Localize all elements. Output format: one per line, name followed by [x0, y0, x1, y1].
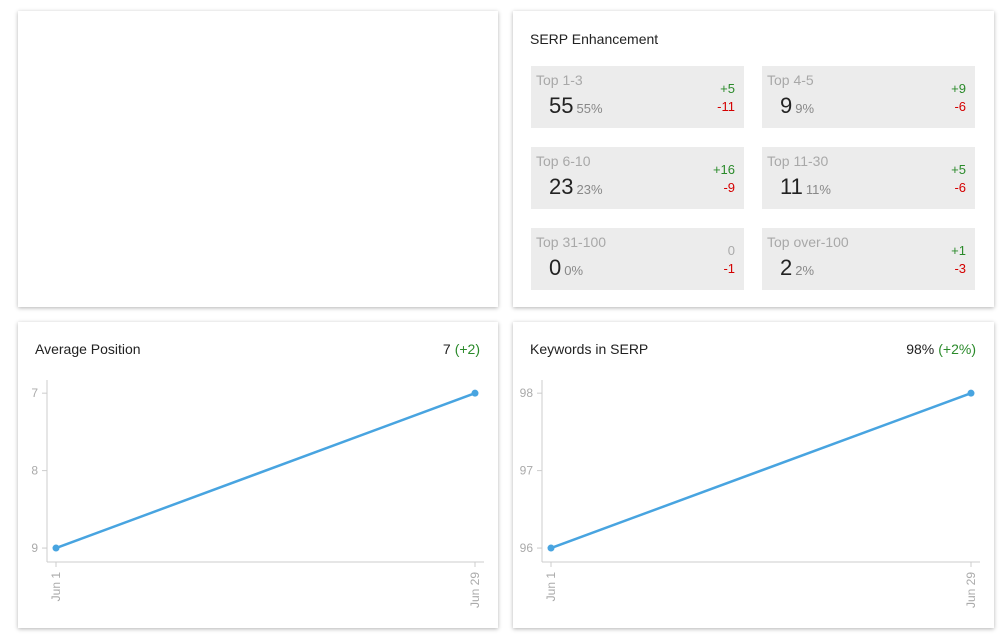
tile-percent: 55%	[576, 101, 603, 116]
chart-title: Average Position	[35, 341, 141, 357]
empty-panel	[18, 11, 498, 307]
line	[550, 391, 972, 550]
y-tick-label: 7	[31, 386, 38, 400]
tile-percent: 23%	[576, 182, 603, 197]
y-tick-label: 9	[31, 541, 38, 555]
tile-count: 9 9%	[780, 93, 814, 119]
count: 0	[549, 255, 562, 280]
count: 2	[780, 255, 793, 280]
tile-loss: -6	[954, 99, 966, 114]
tile-percent: 11%	[805, 182, 831, 197]
y-tick-label: 96	[520, 541, 534, 555]
point	[967, 389, 975, 397]
point	[52, 544, 60, 552]
tile-loss: -6	[954, 180, 966, 195]
headline-value: 98%	[906, 341, 934, 357]
headline: 98% (+2%)	[906, 341, 976, 357]
point	[471, 389, 479, 397]
tile-percent: 2%	[795, 263, 815, 278]
tile-loss: -11	[717, 99, 735, 114]
tile-gain: +9	[951, 81, 966, 96]
serp-tile: Top 31-100 0 0% 0 -1	[531, 228, 744, 290]
x-tick-label: Jun 29	[468, 572, 482, 608]
count: 23	[549, 174, 574, 199]
serp-tile: Top 4-5 9 9% +9 -6	[762, 66, 975, 128]
panel-title: SERP Enhancement	[530, 31, 659, 47]
tile-gain: +5	[951, 162, 966, 177]
x-tick-label: Jun 1	[544, 572, 558, 602]
headline-change: (+2%)	[938, 341, 976, 357]
tile-loss: -1	[723, 261, 735, 276]
tile-label: Top 1-3	[536, 72, 583, 88]
tile-gain: +1	[951, 243, 966, 258]
tile-gain: +5	[720, 81, 735, 96]
tile-loss: -9	[723, 180, 735, 195]
chart-title: Keywords in SERP	[530, 341, 648, 357]
x-tick-label: Jun 29	[964, 572, 978, 608]
tile-label: Top over-100	[767, 234, 849, 250]
line-chart: Keywords in SERP 98% (+2%) 96 97 98 Jun 1 Jun 2…	[520, 341, 980, 608]
tile-count: 2 2%	[780, 255, 814, 281]
chart-panel: Keywords in SERP 98% (+2%) 96 97 98 Jun 1 Jun 2…	[513, 322, 994, 628]
y-tick-label: 8	[31, 464, 38, 478]
tile-percent: 0%	[564, 263, 584, 278]
count: 9	[780, 93, 793, 118]
tile-count: 11 11%	[780, 174, 831, 200]
tile-gain: 0	[727, 243, 735, 258]
serp-tile: Top 1-3 55 55% +5 -11	[531, 66, 744, 128]
serp-panel: SERP Enhancement Top 1-3 55 55% +5 -11 Top 4-…	[513, 11, 994, 307]
count: 11	[780, 174, 803, 199]
x-tick-label: Jun 1	[49, 572, 63, 602]
count: 55	[549, 93, 574, 118]
serp-tile: Top over-100 2 2% +1 -3	[762, 228, 975, 290]
serp-tile: Top 6-10 23 23% +16 -9	[531, 147, 744, 209]
point	[547, 544, 555, 552]
tile-label: Top 31-100	[536, 234, 607, 250]
tile-label: Top 11-30	[767, 153, 829, 169]
headline-change: (+2)	[455, 341, 480, 357]
line	[55, 391, 476, 550]
tile-gain: +16	[712, 162, 735, 177]
serp-tile: Top 11-30 11 11% +5 -6	[762, 147, 975, 209]
tile-count: 55 55%	[549, 93, 603, 119]
tile-label: Top 4-5	[767, 72, 814, 88]
tile-count: 23 23%	[549, 174, 603, 200]
tile-percent: 9%	[795, 101, 815, 116]
y-tick-label: 98	[520, 386, 534, 400]
headline-value: 7	[443, 341, 451, 357]
tile-count: 0 0%	[549, 255, 583, 281]
tile-label: Top 6-10	[536, 153, 591, 169]
headline: 7 (+2)	[443, 341, 480, 357]
y-tick-label: 97	[520, 464, 534, 478]
chart-panel: Average Position 7 (+2) 7 8 9 Jun 1 Jun 29	[18, 322, 498, 628]
tile-loss: -3	[954, 261, 966, 276]
